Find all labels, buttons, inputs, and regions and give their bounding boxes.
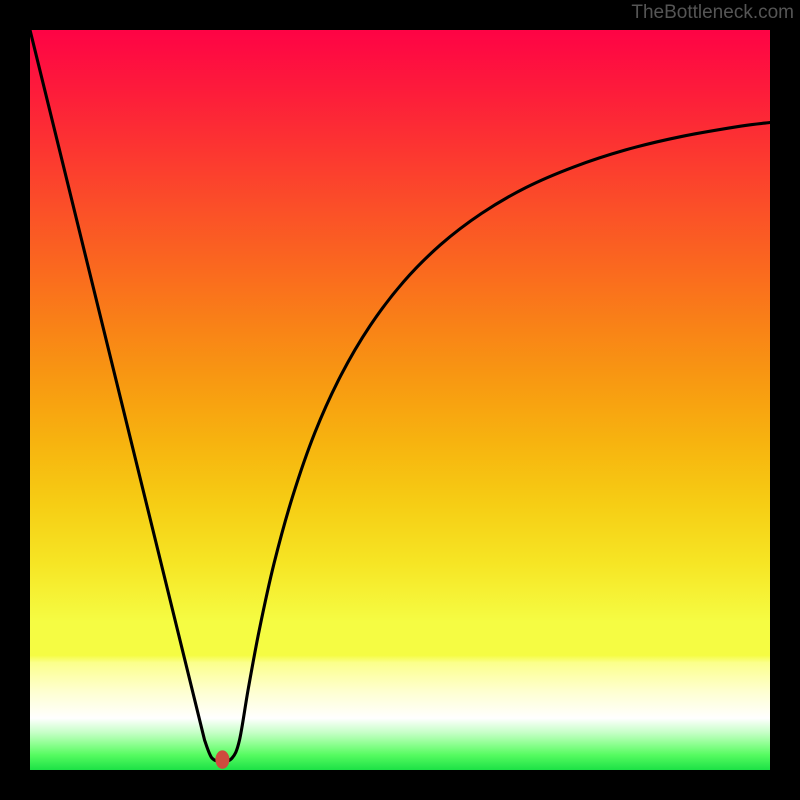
optimal-point-marker <box>215 750 229 769</box>
bottleneck-chart <box>0 0 800 800</box>
attribution-label: TheBottleneck.com <box>631 2 794 24</box>
chart-container: TheBottleneck.com <box>0 0 800 800</box>
